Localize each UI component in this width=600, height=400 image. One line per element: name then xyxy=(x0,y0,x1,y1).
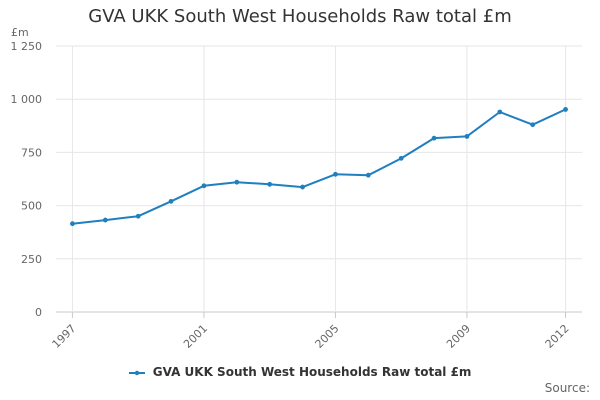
data-point[interactable] xyxy=(70,221,75,227)
gridlines xyxy=(56,45,582,313)
data-point[interactable] xyxy=(234,179,240,185)
data-point[interactable] xyxy=(497,109,503,115)
data-point[interactable] xyxy=(563,107,568,112)
y-axis: 0 250 500 750 1 000 1 250 xyxy=(11,40,43,319)
data-point[interactable] xyxy=(431,135,437,141)
y-tick-label: 1 250 xyxy=(11,40,43,53)
x-tick-label: 2009 xyxy=(444,322,473,351)
data-point[interactable] xyxy=(102,217,108,223)
legend[interactable]: GVA UKK South West Households Raw total … xyxy=(0,365,600,379)
x-tick-label: 1997 xyxy=(50,322,79,351)
data-point[interactable] xyxy=(135,213,141,219)
data-point[interactable] xyxy=(300,184,305,190)
y-tick-label: 0 xyxy=(35,306,42,319)
x-axis: 1997 2001 2005 2009 2012 xyxy=(50,312,572,351)
data-point[interactable] xyxy=(365,172,371,178)
data-point[interactable] xyxy=(464,134,470,139)
x-tick-label: 2001 xyxy=(181,322,210,351)
data-point[interactable] xyxy=(398,155,404,161)
series-line[interactable] xyxy=(71,108,567,225)
x-tick-label: 2012 xyxy=(543,322,572,351)
y-tick-label: 1 000 xyxy=(11,93,43,106)
y-tick-label: 750 xyxy=(21,146,42,159)
y-tick-label: 250 xyxy=(21,253,42,266)
y-tick-label: 500 xyxy=(21,200,42,213)
series-layer xyxy=(70,107,568,227)
source-label: Source: xyxy=(544,381,590,395)
x-tick-label: 2005 xyxy=(313,322,342,351)
data-point[interactable] xyxy=(333,171,338,177)
y-axis-unit-label: £m xyxy=(11,26,29,39)
data-point[interactable] xyxy=(168,198,174,204)
data-point[interactable] xyxy=(267,181,273,187)
legend-line-icon xyxy=(128,370,145,375)
data-point[interactable] xyxy=(201,183,207,189)
legend-label: GVA UKK South West Households Raw total … xyxy=(152,365,472,379)
chart-title: GVA UKK South West Households Raw total … xyxy=(88,6,512,27)
data-point[interactable] xyxy=(530,122,536,128)
